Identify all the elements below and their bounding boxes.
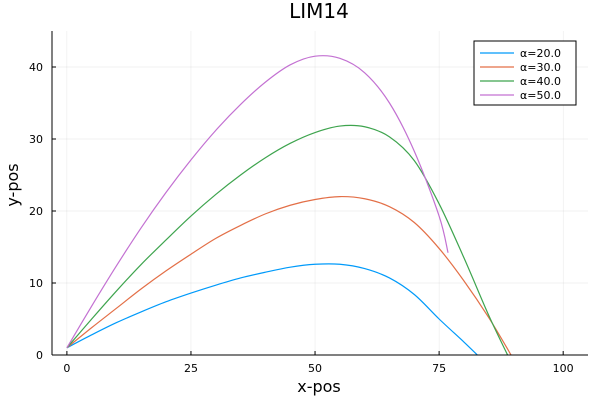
y-tick-label: 30 bbox=[29, 133, 43, 146]
y-tick-label: 40 bbox=[29, 61, 43, 74]
legend-label-2: α=30.0 bbox=[520, 61, 561, 74]
legend-box bbox=[473, 40, 577, 106]
series-lines bbox=[66, 55, 512, 356]
series-line-4 bbox=[66, 55, 449, 349]
x-tick-label: 0 bbox=[63, 362, 70, 375]
x-tick-label: 25 bbox=[184, 362, 198, 375]
y-tick-label: 10 bbox=[29, 277, 43, 290]
legend: α=20.0α=30.0α=40.0α=50.0 bbox=[473, 40, 577, 106]
x-axis-title: x-pos bbox=[297, 377, 341, 396]
legend-label-4: α=50.0 bbox=[520, 89, 561, 102]
x-tick-label: 100 bbox=[553, 362, 574, 375]
x-tick-label: 50 bbox=[308, 362, 322, 375]
axes bbox=[51, 31, 588, 356]
tick-labels: 0 25 50 75 100 0 10 20 30 40 bbox=[29, 61, 574, 375]
series-line-3 bbox=[66, 124, 509, 356]
chart-title: LIM14 bbox=[289, 0, 349, 23]
series-line-1 bbox=[66, 263, 478, 356]
x-tick-label: 75 bbox=[432, 362, 446, 375]
y-axis-title: y-pos bbox=[3, 163, 22, 206]
y-tick-label: 0 bbox=[36, 349, 43, 362]
series-line-2 bbox=[66, 195, 512, 356]
legend-label-3: α=40.0 bbox=[520, 75, 561, 88]
legend-label-1: α=20.0 bbox=[520, 47, 561, 60]
y-tick-label: 20 bbox=[29, 205, 43, 218]
